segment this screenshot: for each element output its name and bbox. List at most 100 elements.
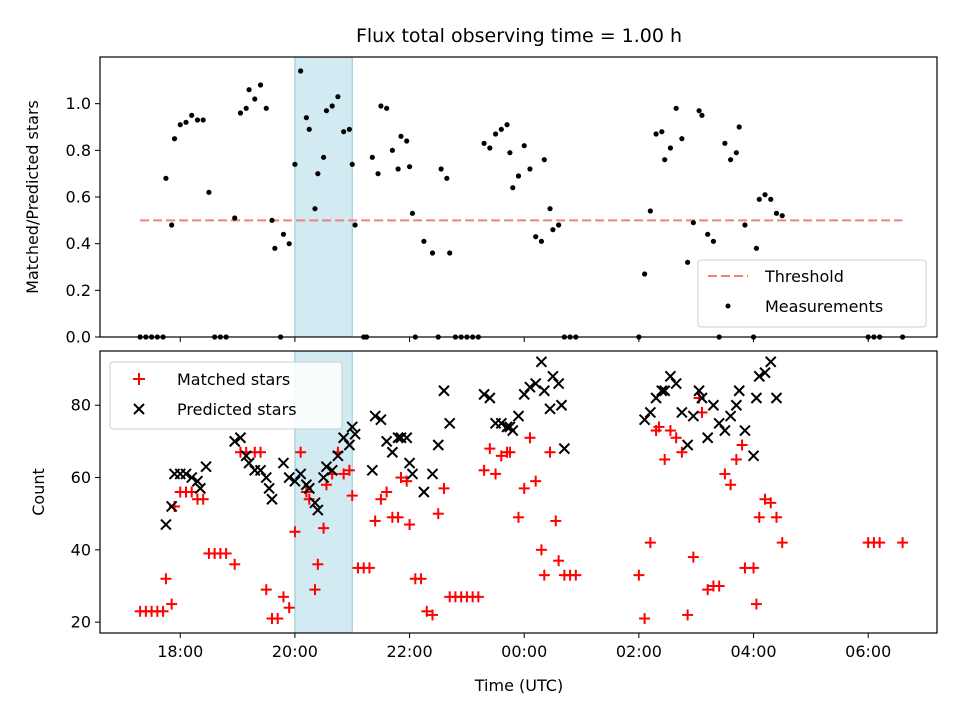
measurement-point: [742, 222, 748, 228]
matched-star-point: [401, 475, 413, 487]
measurement-point: [659, 129, 665, 135]
y-tick-label: 80: [71, 396, 91, 415]
predicted-star-point: [753, 370, 765, 383]
predicted-star-point: [254, 464, 267, 477]
predicted-star-point: [369, 410, 381, 422]
matched-star-point: [750, 598, 762, 610]
matched-star-point: [338, 468, 350, 480]
matched-star-point: [272, 613, 284, 625]
measurement-point: [547, 206, 553, 212]
predicted-star-point: [681, 439, 694, 451]
predicted-star-point: [343, 439, 356, 451]
measurement-point: [409, 210, 416, 216]
predicted-star-point: [443, 417, 456, 430]
matched-star-point: [484, 443, 496, 455]
predicted-star-point: [294, 468, 307, 480]
predicted-star-point: [263, 482, 275, 495]
measurement-point: [673, 105, 679, 111]
matched-star-point: [653, 421, 665, 433]
matched-star-point: [759, 493, 771, 505]
measurement-point: [690, 220, 696, 226]
predicted-star-point: [229, 435, 241, 448]
measurement-point: [232, 215, 238, 221]
bottom-legend: Matched stars Predicted stars: [109, 361, 343, 430]
measurement-point: [642, 271, 648, 277]
matched-star-point: [415, 573, 427, 585]
predicted-star-point: [518, 388, 530, 401]
predicted-star-point: [426, 468, 439, 480]
measurement-point: [200, 117, 206, 123]
matched-star-point: [438, 482, 450, 494]
matched-star-point: [346, 490, 358, 502]
matched-star-point: [530, 475, 542, 487]
predicted-star-point: [349, 428, 361, 440]
predicted-star-point: [418, 486, 430, 498]
top-x-ticks: [179, 337, 869, 342]
predicted-star-point: [547, 370, 559, 383]
matched-stars-points: [134, 392, 909, 625]
matched-star-point: [544, 446, 556, 458]
measurement-point: [647, 208, 653, 214]
measurement-point: [237, 110, 244, 116]
matched-star-point: [639, 613, 651, 625]
y-tick-label: 0.2: [66, 281, 91, 300]
predicted-star-point: [243, 457, 255, 469]
measurement-point: [768, 196, 774, 202]
matched-star-point: [197, 493, 209, 505]
matched-star-point: [570, 569, 582, 581]
matched-star-point: [753, 511, 765, 523]
measurement-point: [341, 129, 347, 135]
matched-star-point: [633, 569, 645, 581]
top-panel: Flux total observing time = 1.00 h 0.00.…: [23, 25, 938, 347]
predicted-star-point: [676, 406, 688, 419]
predicted-star-point: [160, 518, 172, 531]
measurement-point: [346, 126, 352, 132]
predicted-star-point: [552, 377, 565, 390]
measurement-point: [378, 103, 384, 109]
matched-star-point: [478, 464, 490, 476]
measurement-point: [315, 171, 321, 177]
predicted-star-point: [656, 385, 668, 397]
predicted-star-point: [538, 385, 551, 397]
x-axis-label: Time (UTC): [474, 676, 563, 695]
measurement-point: [306, 126, 312, 132]
predicted-star-point: [558, 442, 571, 455]
predicted-star-point: [165, 500, 178, 513]
bottom-axes-frame: [99, 350, 938, 634]
predicted-star-point: [555, 399, 568, 411]
matched-star-point: [513, 511, 524, 523]
measurement-point: [429, 250, 436, 256]
predicted-star-point: [747, 450, 760, 462]
predicted-star-point: [432, 439, 444, 451]
measurement-point: [243, 105, 249, 111]
measurement-point: [246, 87, 252, 93]
bottom-legend-box: [109, 361, 343, 430]
legend-threshold-label: Threshold: [764, 267, 844, 286]
matched-star-point: [664, 425, 676, 437]
measurement-point: [335, 94, 341, 100]
chart-title: Flux total observing time = 1.00 h: [356, 25, 682, 47]
measurement-point: [298, 68, 304, 74]
measurement-point: [550, 227, 556, 233]
matched-star-point: [160, 573, 172, 585]
matched-star-point: [736, 439, 748, 451]
predicted-star-point: [332, 450, 344, 462]
predicted-star-point: [693, 385, 705, 397]
measurement-point: [183, 119, 189, 125]
predicted-star-point: [707, 399, 720, 411]
measurement-point: [481, 140, 487, 146]
measurement-point: [533, 234, 539, 240]
predicted-star-point: [312, 504, 324, 516]
matched-star-point: [730, 453, 742, 465]
predicted-star-point: [535, 356, 548, 368]
y-tick-label: 0.4: [66, 234, 91, 253]
legend-predicted-swatch: [133, 403, 145, 415]
measurement-point: [252, 96, 258, 102]
measurement-point: [349, 161, 355, 167]
measurement-point: [177, 122, 183, 128]
measurement-point: [286, 241, 292, 247]
measurement-point: [728, 157, 734, 163]
measurement-point: [320, 154, 327, 160]
matched-star-point: [770, 511, 782, 523]
measurement-point: [163, 175, 169, 181]
